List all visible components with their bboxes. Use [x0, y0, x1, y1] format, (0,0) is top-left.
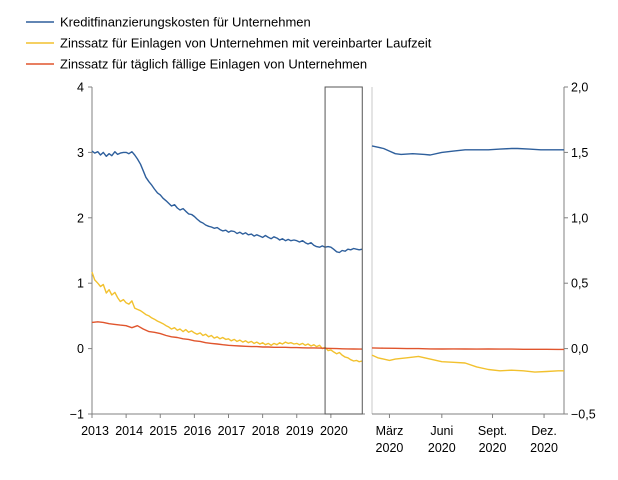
right-x-tick-label: 2020 — [479, 441, 507, 455]
left-panel: −1 0 1 2 3 4 2013 2014 2015 2016 2017 2018 2019 2020 — [70, 81, 365, 438]
right-y-tick-label: 0,0 — [571, 342, 588, 356]
left-x-tick-label: 2016 — [183, 424, 211, 438]
right-x-tick-label: 2020 — [530, 441, 558, 455]
series-line-left — [91, 321, 363, 350]
series-line-left — [91, 271, 363, 363]
right-y-tick-label: 2,0 — [571, 81, 588, 95]
series-line-left — [91, 150, 363, 254]
legend-label: Kreditfinanzierungskosten für Unternehme… — [60, 15, 311, 30]
legend: Kreditfinanzierungskosten für Unternehme… — [26, 15, 432, 72]
series-line-right — [371, 145, 564, 156]
right-x-tick-label: Dez. — [531, 424, 557, 438]
left-y-tick-label: 2 — [77, 211, 84, 225]
left-y-tick-label: 3 — [77, 146, 84, 160]
left-x-tick-label: 2013 — [81, 424, 109, 438]
left-y-tick-label: 0 — [77, 342, 84, 356]
highlight-box — [324, 86, 363, 415]
series-line-right — [371, 354, 564, 373]
left-y-tick-label: 4 — [77, 81, 84, 95]
legend-label: Zinssatz für täglich fällige Einlagen vo… — [60, 57, 367, 72]
right-x-tick-label: März — [376, 424, 404, 438]
right-y-tick-label: 0,5 — [571, 277, 588, 291]
right-x-tick-label: Sept. — [478, 424, 507, 438]
legend-label: Zinssatz für Einlagen von Unternehmen mi… — [60, 36, 432, 51]
right-x-tick-label: Juni — [430, 424, 453, 438]
right-y-tick-label: −0,5 — [571, 408, 596, 422]
right-panel: −0,5 0,0 0,5 1,0 1,5 2,0 März 2020 Juni 2020 Sept.… — [371, 81, 596, 455]
left-y-tick-label: 1 — [77, 277, 84, 291]
right-x-tick-label: 2020 — [428, 441, 456, 455]
left-y-tick-label: −1 — [70, 408, 84, 422]
right-x-tick-label: 2020 — [376, 441, 404, 455]
left-x-tick-label: 2019 — [286, 424, 314, 438]
left-x-tick-label: 2015 — [149, 424, 177, 438]
left-x-tick-label: 2014 — [115, 424, 143, 438]
left-x-tick-label: 2017 — [218, 424, 246, 438]
left-x-tick-label: 2018 — [252, 424, 280, 438]
left-x-tick-label: 2020 — [320, 424, 348, 438]
series-line-right — [371, 347, 564, 351]
right-y-tick-label: 1,5 — [571, 146, 588, 160]
right-y-tick-label: 1,0 — [571, 211, 588, 225]
